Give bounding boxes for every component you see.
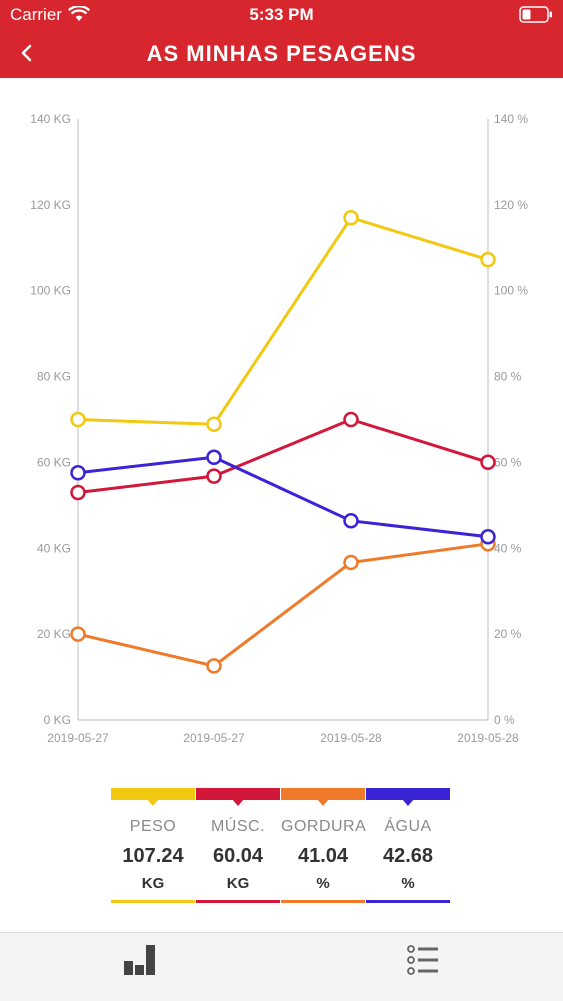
legend-color-bar — [366, 788, 450, 800]
right-tick-label: 0 % — [494, 713, 515, 727]
right-tick-label: 120 % — [494, 198, 528, 212]
right-tick-label: 40 % — [494, 541, 522, 555]
series-line — [77, 455, 489, 539]
legend-label: MÚSC. — [210, 818, 266, 835]
x-tick-label: 2019-05-27 — [47, 731, 109, 745]
legend-color-bar — [281, 788, 365, 800]
legend-underline — [366, 900, 450, 903]
right-tick-label: 20 % — [494, 627, 522, 641]
x-tick-label: 2019-05-27 — [183, 731, 245, 745]
tab-bar — [0, 932, 563, 1001]
legend-value: 42.68 — [382, 845, 434, 867]
right-tick-label: 80 % — [494, 370, 522, 384]
legend-unit: % — [401, 875, 415, 892]
left-tick-label: 40 KG — [37, 541, 71, 555]
legend-unit: % — [316, 875, 330, 892]
right-tick-label: 100 % — [494, 284, 528, 298]
data-point — [480, 529, 496, 545]
weight-chart: 0 KG 20 KG 40 KG 60 KG 80 KG 100 KG 120 KG 140 … — [30, 112, 528, 745]
left-tick-label: 140 KG — [30, 112, 71, 126]
left-tick-label: 100 KG — [30, 284, 71, 298]
legend-value: 107.24 — [122, 845, 184, 867]
left-tick-label: 20 KG — [37, 627, 71, 641]
legend-underline — [196, 900, 280, 903]
legend-item-gordura: GORDURA 41.04 % — [281, 788, 367, 906]
data-point — [206, 416, 222, 432]
battery-icon — [519, 6, 552, 23]
page-title: AS MINHAS PESAGENS — [146, 41, 417, 66]
x-tick-label: 2019-05-28 — [457, 731, 519, 745]
legend-item-musc: MÚSC. 60.04 KG — [196, 788, 280, 906]
legend-pointer — [317, 799, 329, 806]
legend-color-bar — [196, 788, 280, 800]
data-point — [480, 251, 496, 268]
legend-label: ÁGUA — [384, 818, 432, 835]
series-line — [77, 542, 489, 668]
data-point — [206, 468, 222, 484]
right-tick-label: 60 % — [494, 455, 522, 469]
data-point — [70, 626, 86, 642]
status-bar: Carrier 5:33 PM — [0, 0, 563, 30]
left-tick-label: 120 KG — [30, 198, 71, 212]
data-point — [206, 449, 222, 466]
list-icon[interactable] — [404, 941, 444, 981]
series-line — [77, 418, 489, 494]
left-tick-label: 60 KG — [37, 455, 71, 469]
legend-value: 41.04 — [297, 845, 349, 867]
right-tick-label: 140 % — [494, 112, 528, 126]
back-chevron-icon[interactable] — [14, 38, 42, 68]
data-point — [343, 411, 359, 428]
carrier-label: Carrier — [10, 5, 62, 24]
clock: 5:33 PM — [249, 5, 314, 24]
left-tick-label: 0 KG — [44, 713, 71, 727]
legend: PESO 107.24 KG MÚSC. 60.04 KG GORDURA 41… — [111, 788, 451, 906]
legend-pointer — [147, 799, 159, 806]
legend-pointer — [232, 799, 244, 806]
data-point — [70, 411, 86, 428]
data-point — [343, 513, 359, 529]
legend-label: GORDURA — [281, 818, 367, 835]
nav-bar: AS MINHAS PESAGENS — [0, 30, 563, 78]
legend-underline — [281, 900, 365, 903]
data-point — [206, 658, 222, 674]
bar-chart-icon[interactable] — [122, 941, 162, 981]
data-point — [70, 484, 86, 501]
data-point — [480, 454, 496, 471]
legend-underline — [111, 900, 195, 903]
left-tick-label: 80 KG — [37, 370, 71, 384]
legend-unit: KG — [141, 875, 165, 892]
data-point — [343, 209, 359, 226]
legend-unit: KG — [226, 875, 250, 892]
legend-value: 60.04 — [212, 845, 264, 867]
legend-color-bar — [111, 788, 195, 800]
series-line — [77, 216, 489, 426]
legend-item-agua: ÁGUA 42.68 % — [366, 788, 450, 906]
legend-pointer — [402, 799, 414, 806]
legend-label: PESO — [129, 818, 177, 835]
x-tick-label: 2019-05-28 — [320, 731, 382, 745]
data-point — [70, 464, 86, 481]
data-point — [343, 554, 359, 571]
wifi-icon — [68, 6, 90, 21]
legend-item-peso: PESO 107.24 KG — [111, 788, 195, 906]
